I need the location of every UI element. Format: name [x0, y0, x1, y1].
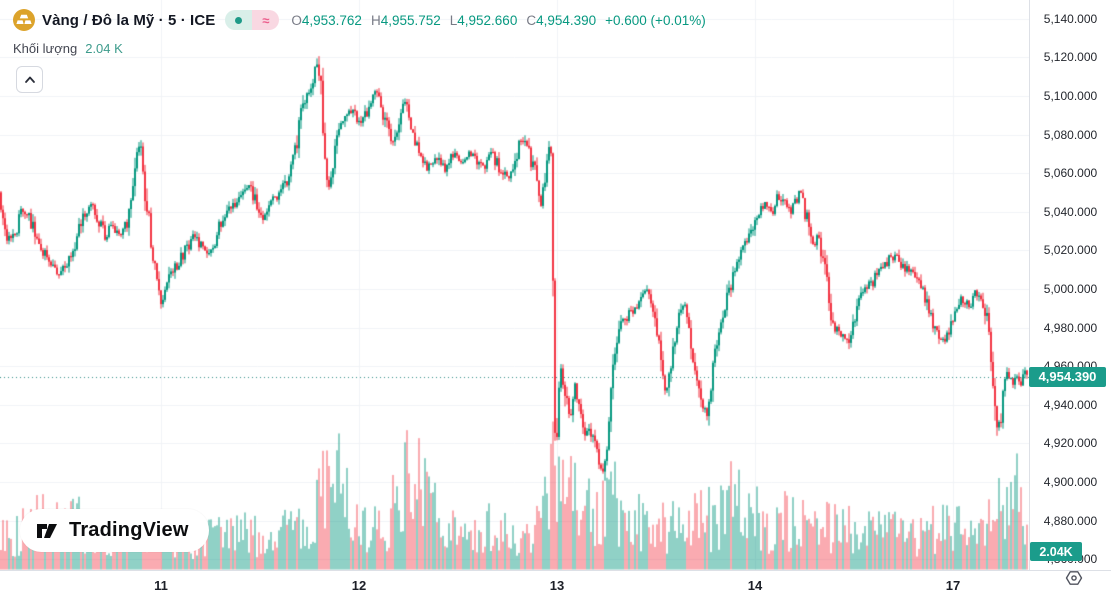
price-axis-label: 4,900.000	[1043, 474, 1098, 489]
current-volume-badge: 2.04K	[1030, 542, 1082, 561]
price-axis-label: 5,000.000	[1043, 281, 1098, 296]
volume-indicator-value: 2.04 K	[85, 40, 123, 56]
tradingview-logo-icon	[37, 523, 57, 538]
current-price-badge: 4,954.390	[1029, 366, 1106, 387]
price-axis[interactable]: 5,140.000 5,120.000 5,100.000 5,080.000 5,06…	[1029, 0, 1111, 570]
time-axis-label: 13	[549, 578, 565, 593]
open-label: O	[291, 12, 302, 28]
tradingview-logo-text: TradingView	[69, 519, 189, 541]
price-axis-label: 4,980.000	[1043, 320, 1098, 335]
gold-symbol-icon	[13, 9, 35, 31]
price-axis-label: 4,880.000	[1043, 513, 1098, 528]
symbol-title[interactable]: Vàng / Đô la Mỹ · 5 · ICE	[42, 11, 216, 29]
price-axis-label: 4,920.000	[1043, 436, 1098, 451]
price-axis-label: 5,040.000	[1043, 204, 1098, 219]
market-open-dot-icon[interactable]	[225, 10, 253, 30]
price-axis-label: 5,120.000	[1043, 50, 1098, 65]
time-axis-label: 17	[945, 578, 961, 593]
time-axis-label: 12	[351, 578, 367, 593]
price-chart-canvas[interactable]	[0, 0, 1029, 570]
time-axis[interactable]: 11 12 13 14 17	[0, 570, 1111, 601]
price-change: +0.600 (+0.01%)	[605, 12, 706, 28]
market-status-pill[interactable]: ≈	[225, 10, 280, 30]
close-value: 4,954.390	[536, 12, 597, 28]
high-value: 4,955.752	[380, 12, 441, 28]
price-axis-label: 5,080.000	[1043, 127, 1098, 142]
high-label: H	[370, 12, 381, 28]
axis-settings-button[interactable]	[1063, 567, 1085, 589]
tradingview-logo[interactable]: TradingView	[20, 509, 209, 552]
price-axis-label: 4,940.000	[1043, 397, 1098, 412]
volume-indicator-label[interactable]: Khối lượng	[13, 40, 78, 56]
close-label: C	[526, 12, 537, 28]
low-label: L	[449, 12, 458, 28]
collapse-legend-button[interactable]	[16, 66, 43, 93]
price-axis-label: 5,060.000	[1043, 166, 1098, 181]
low-value: 4,952.660	[457, 12, 518, 28]
approx-price-icon[interactable]: ≈	[252, 10, 280, 30]
chevron-up-icon	[24, 76, 35, 83]
price-axis-label: 5,100.000	[1043, 88, 1098, 103]
ohlc-values: O4,953.762 H4,955.752 L4,952.660 C4,954.…	[291, 13, 705, 28]
time-axis-label: 14	[747, 578, 763, 593]
chart-legend: Vàng / Đô la Mỹ · 5 · ICE ≈ O4,953.762 H…	[13, 8, 706, 58]
hexagon-settings-icon	[1065, 571, 1083, 585]
time-axis-label: 11	[154, 578, 168, 593]
price-axis-label: 5,020.000	[1043, 243, 1098, 258]
price-axis-label: 5,140.000	[1043, 11, 1098, 26]
open-value: 4,953.762	[301, 12, 362, 28]
